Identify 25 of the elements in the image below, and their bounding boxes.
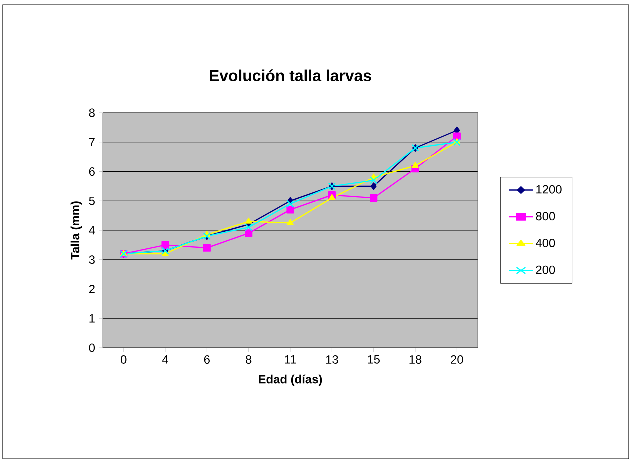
y-tick-label: 5 xyxy=(89,196,95,206)
chart-title: Evolución talla larvas xyxy=(210,70,372,82)
y-tick-label: 7 xyxy=(89,138,95,146)
x-tick-label: 8 xyxy=(246,356,252,364)
y-tick-label: 0 xyxy=(89,344,96,352)
x-tick-label: 13 xyxy=(326,356,338,364)
x-tick-label: 15 xyxy=(368,356,380,364)
x-tick-label: 11 xyxy=(285,356,296,364)
x-tick-label: 6 xyxy=(204,356,210,364)
y-tick-label: 3 xyxy=(89,256,95,264)
x-tick-label: 0 xyxy=(120,356,127,364)
legend-label: 1200 xyxy=(536,185,562,194)
y-tick-label: 6 xyxy=(89,168,95,176)
x-axis-title: Edad (días) xyxy=(259,374,322,386)
y-tick-label: 2 xyxy=(89,285,95,294)
x-tick-label: 20 xyxy=(451,356,464,364)
x-tick-label: 4 xyxy=(162,356,168,364)
y-tick-label: 4 xyxy=(89,226,96,235)
legend-label: 400 xyxy=(536,238,556,248)
legend-label: 200 xyxy=(536,266,556,274)
x-tick-label: 18 xyxy=(410,356,422,364)
legend-label: 800 xyxy=(536,212,556,221)
y-tick-label: 1 xyxy=(90,314,95,323)
y-axis-title: Talla (mm) xyxy=(70,202,82,260)
y-tick-label: 8 xyxy=(89,108,95,118)
